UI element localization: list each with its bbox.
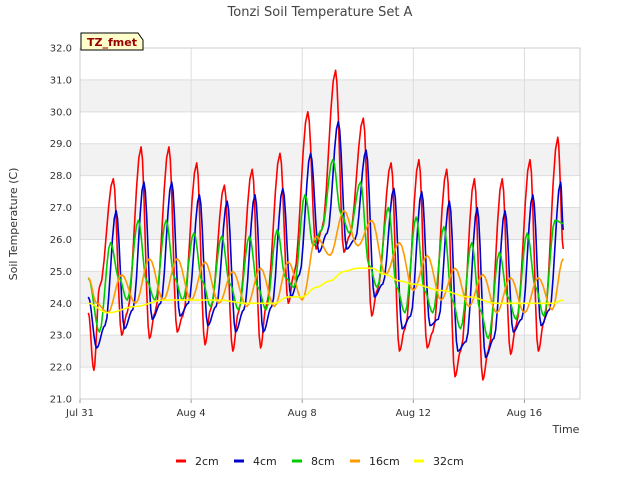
y-tick-label: 24.0: [50, 299, 72, 310]
axes-layer: [79, 47, 581, 400]
legend-label-8cm: 8cm: [311, 455, 335, 468]
x-tick-label: Aug 8: [288, 408, 317, 419]
legend-label-4cm: 4cm: [253, 455, 277, 468]
y-tick-label: 22.0: [50, 363, 72, 374]
legend-label-32cm: 32cm: [433, 455, 464, 468]
y-tick-label: 29.0: [50, 139, 72, 150]
y-axis-label: Soil Temperature (C): [7, 168, 20, 281]
tick-labels-layer: 21.0 22.0 23.0 24.0 25.0 26.0 27.0 28.0 29.0 30.0…: [50, 44, 542, 420]
legend-label-2cm: 2cm: [195, 455, 219, 468]
grid-band: [80, 335, 580, 368]
tag-box-shape: [80, 32, 144, 51]
tag-box: TZ_fmet: [80, 32, 144, 51]
y-tick-label: 23.0: [50, 331, 72, 342]
y-tick-label: 31.0: [50, 75, 72, 86]
x-tick-label: Jul 31: [65, 408, 94, 419]
y-tick-label: 26.0: [50, 235, 72, 246]
series-line-4cm: [87, 120, 565, 359]
y-tick-label: 30.0: [50, 107, 72, 118]
y-tick-label: 32.0: [50, 44, 72, 55]
x-tick-label: Aug 16: [507, 408, 542, 419]
y-tick-label: 25.0: [50, 267, 72, 278]
x-tick-label: Aug 12: [396, 408, 431, 419]
y-tick-label: 28.0: [50, 171, 72, 182]
series-layer: [87, 69, 565, 381]
series-line-8cm: [87, 158, 564, 340]
x-tick-label: Aug 4: [177, 408, 206, 419]
tag-label: TZ_fmet: [87, 36, 137, 49]
x-axis-label: Time: [552, 423, 580, 436]
grid-band: [80, 79, 580, 112]
y-tick-label: 27.0: [50, 203, 72, 214]
plot-border: [79, 47, 581, 400]
series-line-32cm: [88, 267, 564, 314]
legend-label-16cm: 16cm: [369, 455, 400, 468]
legend: 2cm 4cm 8cm 16cm 32cm: [176, 455, 464, 468]
chart-title: Tonzi Soil Temperature Set A: [227, 5, 413, 20]
y-tick-label: 21.0: [50, 395, 72, 406]
series-line-16cm: [87, 209, 565, 314]
